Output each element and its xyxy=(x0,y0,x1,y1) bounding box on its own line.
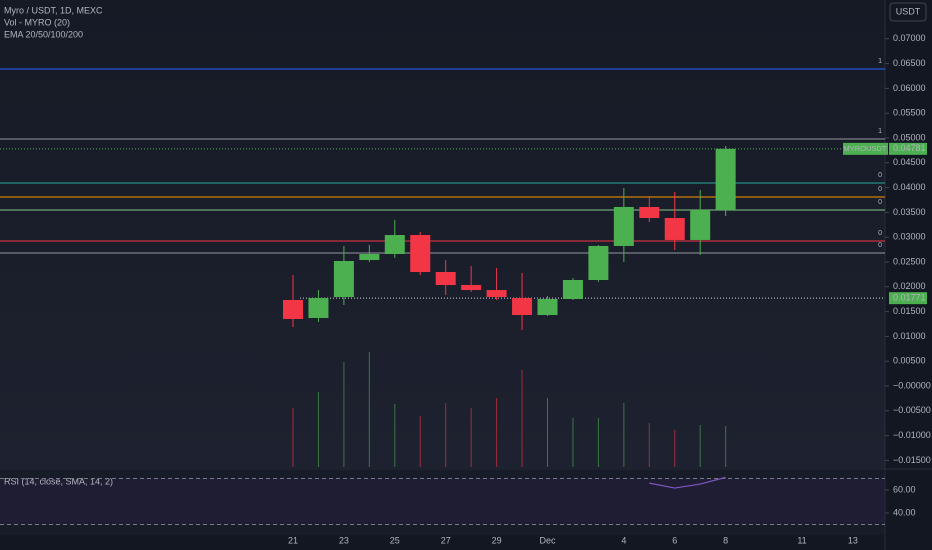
x-tick-label: 4 xyxy=(621,535,626,545)
y-tick-label: 0.02000 xyxy=(893,281,926,291)
candle-body xyxy=(537,298,558,316)
y-tick-label: −0.00500 xyxy=(893,405,931,415)
candle-body xyxy=(410,235,431,273)
level-label: 0 xyxy=(878,230,882,237)
candle-body xyxy=(461,285,482,291)
y-tick-label: 0.03500 xyxy=(893,207,926,217)
x-tick-label: 29 xyxy=(492,535,502,545)
marker-tag-label: 0.01771 xyxy=(893,293,926,303)
y-tick-label: 0.04000 xyxy=(893,182,926,192)
y-tick-label: −0.01000 xyxy=(893,430,931,440)
candle-body xyxy=(588,245,609,281)
rsi-tick-label: 40.00 xyxy=(893,507,916,517)
marker-tag-bg xyxy=(889,292,927,305)
currency-button[interactable] xyxy=(889,2,927,22)
price-tag-name: MYROUSDT xyxy=(844,144,887,153)
y-tick-label: 0.00500 xyxy=(893,356,926,366)
price-tag-label: 0.04781 xyxy=(893,143,926,153)
x-tick-label: 21 xyxy=(288,535,298,545)
chart-title: Myro / USDT, 1D, MEXC xyxy=(4,5,103,15)
x-tick-label: 25 xyxy=(390,535,400,545)
x-tick-label: 23 xyxy=(339,535,349,545)
indicator-label: Vol - MYRO (20) xyxy=(4,17,70,27)
y-tick-label: 0.06500 xyxy=(893,58,926,68)
candle-body xyxy=(512,298,533,316)
candle-body xyxy=(486,290,507,298)
y-tick-label: 0.03000 xyxy=(893,232,926,242)
y-tick-label: 0.07000 xyxy=(893,33,926,43)
x-tick-label: 27 xyxy=(441,535,451,545)
rsi-line xyxy=(649,476,726,489)
candle-body xyxy=(333,261,354,298)
level-label: 0 xyxy=(878,242,882,249)
rsi-title: RSI (14, close, SMA, 14, 2) xyxy=(4,476,113,486)
level-label: 1 xyxy=(878,128,882,135)
candle-body xyxy=(664,217,685,240)
candle-body xyxy=(283,299,303,319)
indicator-label: EMA 20/50/100/200 xyxy=(4,29,83,39)
x-tick-label: 13 xyxy=(848,535,858,545)
candle-body xyxy=(639,206,660,218)
y-tick-label: −0.00000 xyxy=(893,380,931,390)
level-label: 1 xyxy=(878,58,882,65)
level-label: 0 xyxy=(878,172,882,179)
y-tick-label: 0.01000 xyxy=(893,331,926,341)
price-tag-name-bg xyxy=(843,142,888,155)
candle-body xyxy=(690,210,711,240)
level-label: 0 xyxy=(878,186,882,193)
candle-body xyxy=(308,298,329,318)
x-tick-label: Dec xyxy=(539,535,556,545)
price-tag-bg xyxy=(889,142,927,155)
y-tick-label: 0.01500 xyxy=(893,306,926,316)
x-tick-label: 6 xyxy=(672,535,677,545)
rsi-band xyxy=(0,478,885,525)
candle-body xyxy=(562,280,583,299)
rsi-tick-label: 60.00 xyxy=(893,484,916,494)
candle-body xyxy=(435,272,456,286)
x-tick-label: 11 xyxy=(797,535,806,545)
y-tick-label: 0.02500 xyxy=(893,256,926,266)
y-tick-label: 0.05000 xyxy=(893,132,926,142)
y-tick-label: 0.05500 xyxy=(893,108,926,118)
candle-body xyxy=(715,148,736,211)
currency-button-label[interactable]: USDT xyxy=(896,6,921,16)
candle-body xyxy=(384,235,405,255)
price-pane xyxy=(0,0,885,468)
y-tick-label: 0.06000 xyxy=(893,83,926,93)
candle-body xyxy=(613,206,634,246)
candle-body xyxy=(359,254,380,261)
x-tick-label: 8 xyxy=(723,535,728,545)
level-label: 0 xyxy=(878,199,882,206)
y-tick-label: −0.01500 xyxy=(893,455,931,465)
y-tick-label: 0.04500 xyxy=(893,157,926,167)
